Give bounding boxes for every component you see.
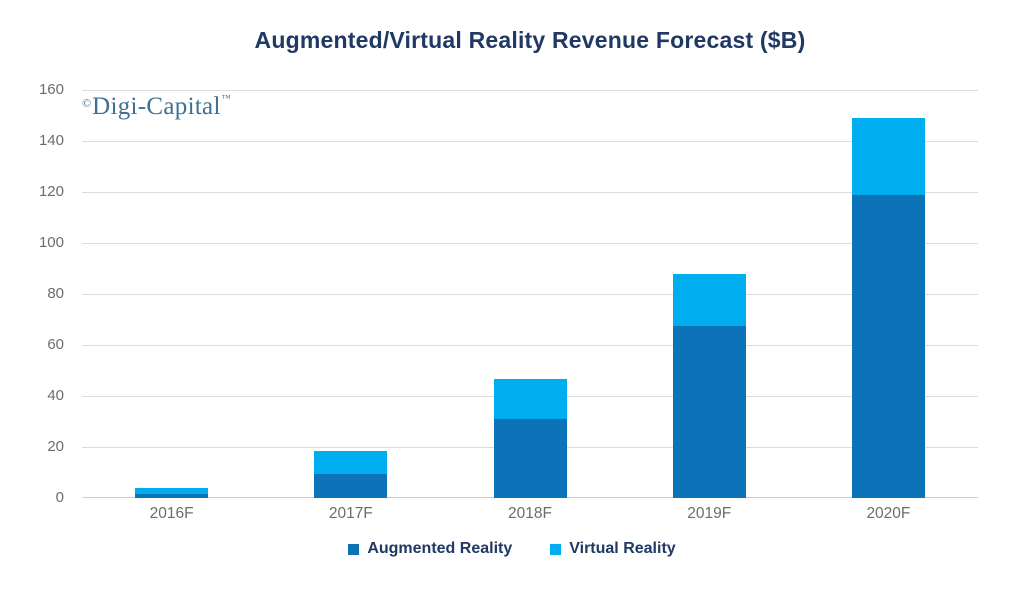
plot-area: 0 20 40 60 80 100 120 140 160 (39, 81, 978, 506)
bar-slot-2017F (261, 90, 440, 498)
copyright-icon: © (82, 96, 92, 110)
gridline-100 (82, 243, 978, 244)
chart-title: Augmented/Virtual Reality Revenue Foreca… (254, 27, 806, 53)
bar-segment-virtual-reality-2016F (135, 487, 209, 495)
gridline-80 (82, 294, 978, 295)
stacked-bar-2019F (672, 273, 746, 498)
y-tick-label-40: 40 (47, 387, 64, 404)
gridline-120 (82, 192, 978, 193)
x-tick-label-2017F: 2017F (328, 505, 373, 522)
y-tick-label-140: 140 (38, 132, 64, 149)
x-tick-label-2018F: 2018F (508, 505, 552, 522)
trademark-icon: ™ (221, 93, 231, 103)
legend: Augmented Reality Virtual Reality (0, 540, 1024, 558)
bar-slot-2019F (620, 90, 799, 498)
stacked-bar-2016F (135, 487, 209, 498)
x-axis-labels: 2016F 2017F 2018F 2019F 2020F (82, 505, 978, 523)
stacked-bar-2018F (493, 379, 567, 498)
logo-text: Digi-Capital (92, 93, 221, 120)
legend-marker-augmented-reality (348, 543, 360, 555)
legend-label-virtual-reality: Virtual Reality (569, 540, 676, 557)
y-tick-label-0: 0 (55, 489, 64, 506)
digi-capital-logo: ©Digi-Capital™ (82, 93, 231, 120)
x-tick-label-2020F: 2020F (866, 505, 911, 522)
legend-item-virtual-reality: Virtual Reality (550, 540, 676, 558)
bar-segment-augmented-reality-2018F (493, 418, 567, 498)
y-tick-label-60: 60 (47, 336, 64, 353)
bar-segment-augmented-reality-2020F (851, 194, 925, 498)
y-tick-label-20: 20 (47, 438, 64, 455)
bar-slot-2018F (440, 90, 619, 498)
bar-slot-2020F (799, 90, 978, 498)
y-tick-label-160: 160 (38, 81, 64, 98)
bar-segment-augmented-reality-2019F (672, 325, 746, 498)
y-tick-label-80: 80 (47, 285, 64, 302)
bar-segment-virtual-reality-2020F (851, 118, 925, 195)
x-tick-label-2019F: 2019F (687, 505, 732, 522)
legend-label-augmented-reality: Augmented Reality (367, 540, 513, 557)
stacked-bar-2020F (851, 118, 925, 498)
y-tick-label-120: 120 (38, 183, 64, 200)
gridline-160 (82, 90, 978, 91)
bar-segment-augmented-reality-2017F (314, 473, 388, 498)
legend-marker-virtual-reality (550, 543, 562, 555)
stacked-bar-2017F (314, 450, 388, 498)
x-tick-label-2016F: 2016F (149, 505, 194, 522)
gridline-140 (82, 141, 978, 142)
bars-layer (82, 90, 978, 498)
legend-item-augmented-reality: Augmented Reality (348, 540, 512, 558)
bar-segment-virtual-reality-2019F (672, 273, 746, 326)
bar-slot-2016F (82, 90, 261, 498)
bar-segment-virtual-reality-2017F (314, 450, 388, 474)
bar-segment-virtual-reality-2018F (493, 379, 567, 419)
y-tick-label-100: 100 (38, 234, 64, 251)
gridline-60 (82, 345, 978, 346)
bar-segment-augmented-reality-2016F (135, 494, 209, 498)
